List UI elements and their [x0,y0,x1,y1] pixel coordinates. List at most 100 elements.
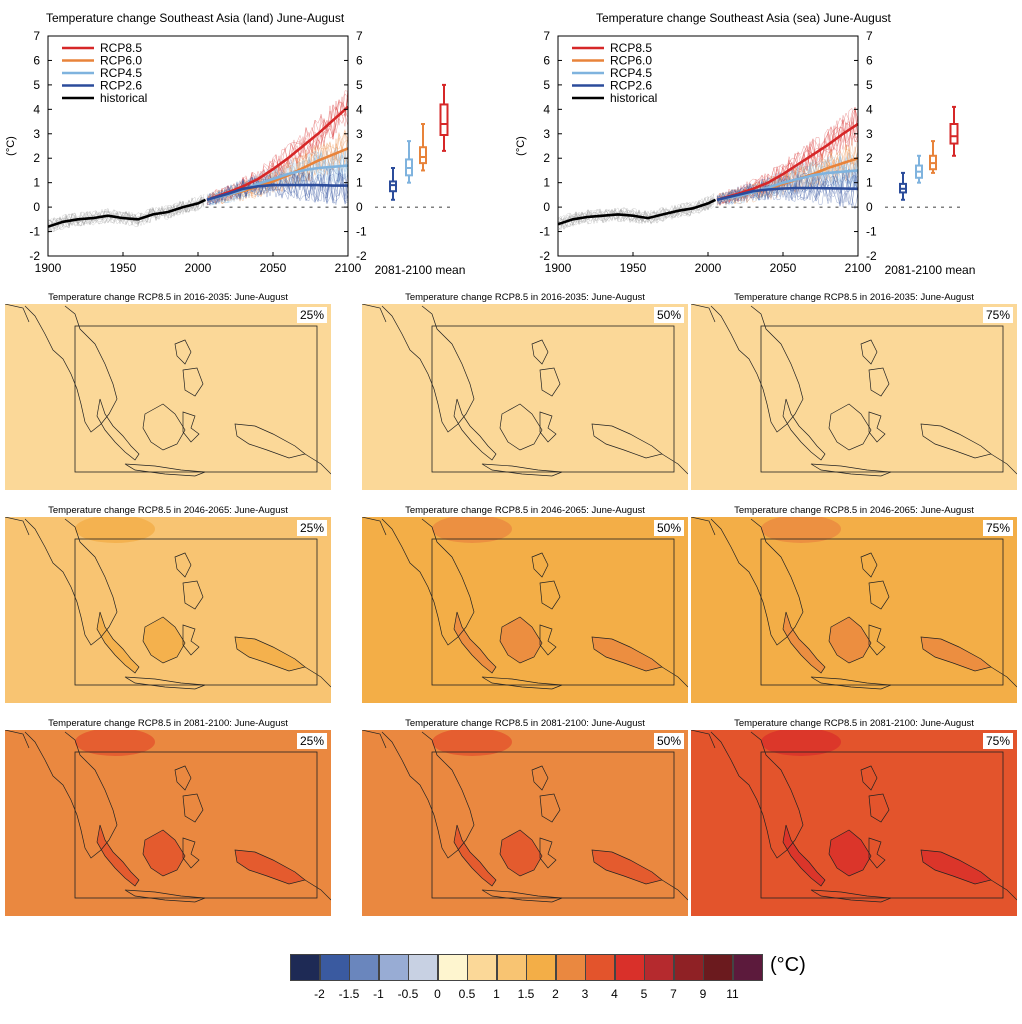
x-tick-label: 2000 [185,261,212,275]
map-field [691,730,1017,916]
box-axis-label: 2081-2100 mean [375,263,466,277]
ensemble-member [47,199,205,227]
y-tick-label: 2 [866,151,873,165]
legend-label: RCP8.5 [100,41,142,55]
ensemble-member [557,197,715,227]
colorbar-swatch [614,954,645,981]
x-tick-label: 1900 [35,261,62,275]
map-panel: Temperature change RCP8.5 in 2046-2065: … [362,501,688,703]
ensemble-member [206,94,349,203]
box-body [389,180,397,193]
ensemble-member [557,197,715,230]
boxplot-rcp4.5 [405,140,413,184]
boxplot-rcp2.6 [899,171,907,201]
coastline [539,580,561,610]
map-field [5,304,331,490]
map-title: Temperature change RCP8.5 in 2081-2100: … [405,718,645,729]
ensemble-member [47,194,205,230]
warm-anomaly [75,517,155,543]
y-tick-label: 4 [543,102,550,116]
warm-anomaly [75,730,155,756]
map-title: Temperature change RCP8.5 in 2016-2035: … [734,292,974,303]
coastline [499,829,543,877]
ensemble-member [47,197,205,232]
warm-anomaly [761,517,841,543]
ensemble-member [557,199,715,225]
map-svg [5,517,331,703]
warm-anomaly [143,617,185,663]
coastline [96,824,140,887]
ensemble-member [206,93,349,203]
ensemble-member [206,150,349,206]
y-tick-label: 1 [33,176,40,190]
map-svg [5,730,331,916]
warm-anomaly [783,825,825,886]
land-timeseries-svg: -2 -2 -1 -1 0 0 1 1 2 2 3 3 4 4 5 5 6 6 7 7 1900 1950 2000 2050… [5,29,466,277]
map-panel: Temperature change RCP8.5 in 2081-2100: … [5,714,331,916]
map-title: Temperature change RCP8.5 in 2016-2035: … [405,292,645,303]
coastline [710,305,804,433]
coastline [539,411,557,443]
percentile-label: 25% [296,307,327,323]
region-box [760,325,1004,473]
ensemble-member [557,199,715,228]
map-panel: Temperature change RCP8.5 in 2016-2035: … [362,288,688,490]
coastline [691,730,716,749]
coastline [868,624,886,656]
map-area [362,730,688,916]
y-tick-label: 7 [866,29,873,43]
boxplot-rcp6.0 [929,140,937,174]
x-tick-label: 2100 [335,261,362,275]
box-axis-label: 2081-2100 mean [885,263,976,277]
coastline [24,518,118,646]
colorbar-tick-label: 3 [581,987,589,1001]
ensemble-member [716,139,859,205]
box-body [949,123,959,145]
colorbar-tick-label: -2 [314,987,325,1001]
ensemble-member [47,200,205,231]
map-svg [5,304,331,490]
percentile-label: 25% [296,733,327,749]
y-axis-label: (°C) [5,136,17,156]
map-title: Temperature change RCP8.5 in 2046-2065: … [405,505,645,516]
map-svg [362,730,688,916]
coastline [828,403,872,451]
series-line-rcp8.5 [716,122,859,202]
coastline [661,666,688,688]
ensemble-member [716,147,859,204]
coastline [868,411,886,443]
colorbar-tick-label: 2 [552,987,559,1001]
coastline [304,666,331,688]
warm-anomaly [761,730,841,756]
y-tick-label: 5 [33,78,40,92]
y-tick-label: 0 [866,200,873,214]
coastline [142,616,186,664]
map-title: Temperature change RCP8.5 in 2046-2065: … [734,505,974,516]
ensemble-member [206,96,349,206]
ensemble-member [206,140,349,204]
coastline [868,793,890,823]
ensemble-member [716,109,859,204]
coastline [531,765,549,791]
y-tick-label: -2 [29,249,40,263]
map-panel: Temperature change RCP8.5 in 2081-2100: … [691,714,1017,916]
colorbar-tick-label: -1 [373,987,384,1001]
warm-anomaly [500,830,542,876]
ensemble-member [716,144,859,206]
y-tick-label: 4 [356,102,363,116]
coastline [661,453,688,475]
legend-label: RCP6.0 [610,54,652,68]
coastline [591,849,663,885]
y-tick-label: 0 [356,200,363,214]
warm-anomaly [235,637,305,671]
coastline [810,463,892,477]
percentile-label: 75% [982,520,1013,536]
coastline [234,849,306,885]
coastline [124,889,206,903]
colorbar-tick-label: 0 [434,987,441,1001]
coastline [124,463,206,477]
y-tick-label: -1 [539,225,550,239]
colorbar-tick-label: 4 [611,987,618,1001]
warm-anomaly [432,730,512,756]
